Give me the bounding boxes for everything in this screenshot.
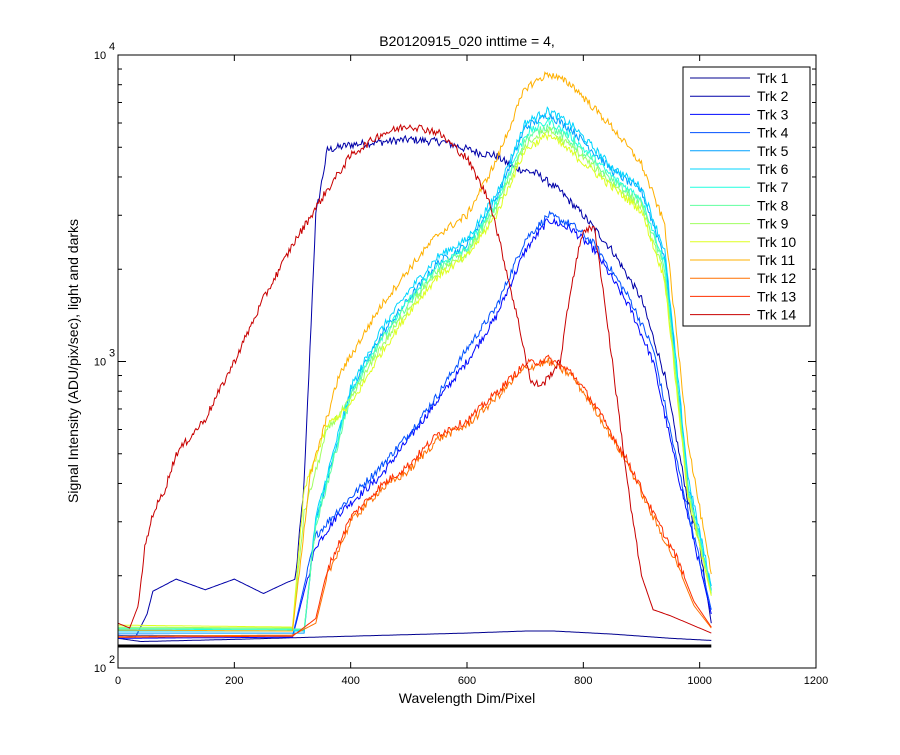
y-tick-label: 10 [94,50,106,62]
x-tick-label: 1200 [804,675,828,687]
legend-label: Trk 9 [757,216,789,232]
series-line-trk-3 [118,217,712,639]
legend-label: Trk 4 [757,125,789,141]
legend-label: Trk 7 [757,179,789,195]
series-layer [117,71,712,648]
series-line-trk-2 [117,134,712,638]
legend-label: Trk 6 [757,161,789,177]
x-tick-label: 400 [341,675,359,687]
x-axis-label: Wavelength Dim/Pixel [399,690,535,706]
y-tick-label: 10 [94,357,106,369]
series-line-trk-1 [117,630,712,642]
y-tick-label: 10 [94,663,106,675]
series-line-trk-13 [118,354,712,638]
legend-label: Trk 10 [757,234,796,250]
legend-label: Trk 11 [757,252,795,268]
x-tick-label: 1000 [687,675,711,687]
x-tick-label: 0 [115,675,121,687]
series-line-trk-14 [117,123,712,634]
legend-label: Trk 5 [757,143,789,159]
legend-label: Trk 2 [757,88,789,104]
series-line-trk-11 [118,71,712,632]
series-line-trk-10 [118,132,712,628]
legend-label: Trk 13 [757,288,796,304]
x-tick-label: 800 [574,675,592,687]
legend-box [682,66,811,327]
y-tick-exponent: 4 [109,41,115,53]
x-tick-label: 200 [225,675,243,687]
legend-label: Trk 14 [757,307,796,323]
x-tick-label: 600 [458,675,476,687]
y-tick-exponent: 2 [109,654,115,666]
legend-label: Trk 1 [757,70,789,86]
series-line-trk-5 [118,112,712,634]
legend-label: Trk 8 [757,197,789,213]
chart-title: B20120915_020 inttime = 4, [379,33,555,49]
series-line-trk-8 [118,124,712,630]
y-tick-exponent: 3 [109,348,115,360]
y-axis-label: Signal Intensity (ADU/pix/sec), light an… [65,219,81,503]
legend: Trk 1 Trk 2 Trk 3 Trk 4 Trk 5 Trk 6 Trk 7 Trk 8… [682,66,811,327]
legend-label: Trk 3 [757,106,789,122]
legend-label: Trk 12 [757,270,796,286]
